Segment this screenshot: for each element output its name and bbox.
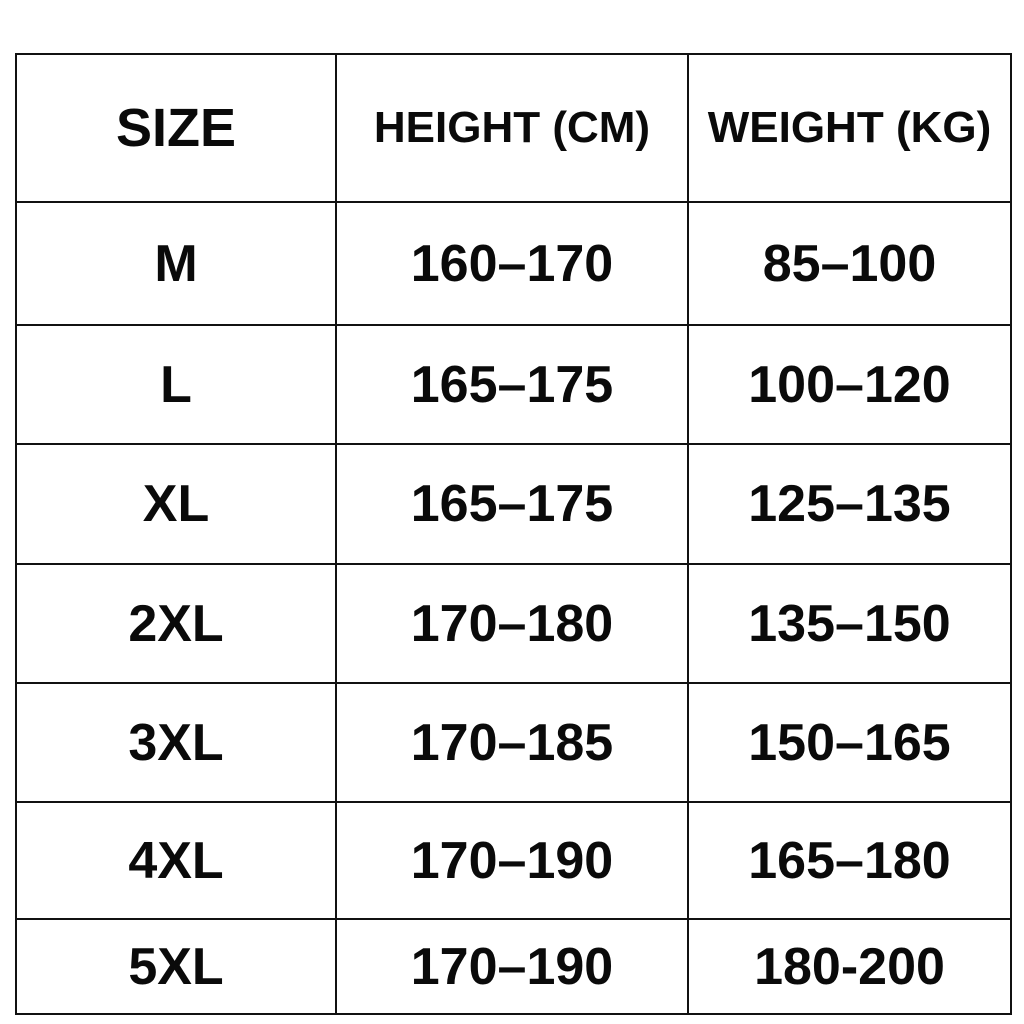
cell-size: 2XL [15,563,337,684]
table-row: L 165–175 100–120 [15,324,1012,445]
cell-height: 170–190 [335,801,689,920]
cell-height: 170–180 [335,563,689,684]
cell-weight: 150–165 [687,682,1012,803]
header-weight: WEIGHT (KG) [687,53,1012,203]
table-row: M 160–170 85–100 [15,201,1012,326]
header-size: SIZE [15,53,337,203]
cell-height: 160–170 [335,201,689,326]
table-row: 5XL 170–190 180-200 [15,918,1012,1015]
cell-weight: 100–120 [687,324,1012,445]
table-row: 3XL 170–185 150–165 [15,682,1012,803]
cell-height: 165–175 [335,443,689,565]
table-row: XL 165–175 125–135 [15,443,1012,565]
cell-weight: 180-200 [687,918,1012,1015]
table-row: 4XL 170–190 165–180 [15,801,1012,920]
cell-size: XL [15,443,337,565]
table-row: 2XL 170–180 135–150 [15,563,1012,684]
size-chart-table: SIZE HEIGHT (CM) WEIGHT (KG) M 160–170 85–… [15,53,1012,1015]
cell-size: M [15,201,337,326]
cell-weight: 85–100 [687,201,1012,326]
header-height: HEIGHT (CM) [335,53,689,203]
cell-weight: 165–180 [687,801,1012,920]
cell-size: 5XL [15,918,337,1015]
header-row: SIZE HEIGHT (CM) WEIGHT (KG) [15,53,1012,203]
cell-height: 165–175 [335,324,689,445]
cell-size: L [15,324,337,445]
cell-weight: 135–150 [687,563,1012,684]
cell-size: 4XL [15,801,337,920]
cell-size: 3XL [15,682,337,803]
cell-height: 170–185 [335,682,689,803]
cell-weight: 125–135 [687,443,1012,565]
cell-height: 170–190 [335,918,689,1015]
